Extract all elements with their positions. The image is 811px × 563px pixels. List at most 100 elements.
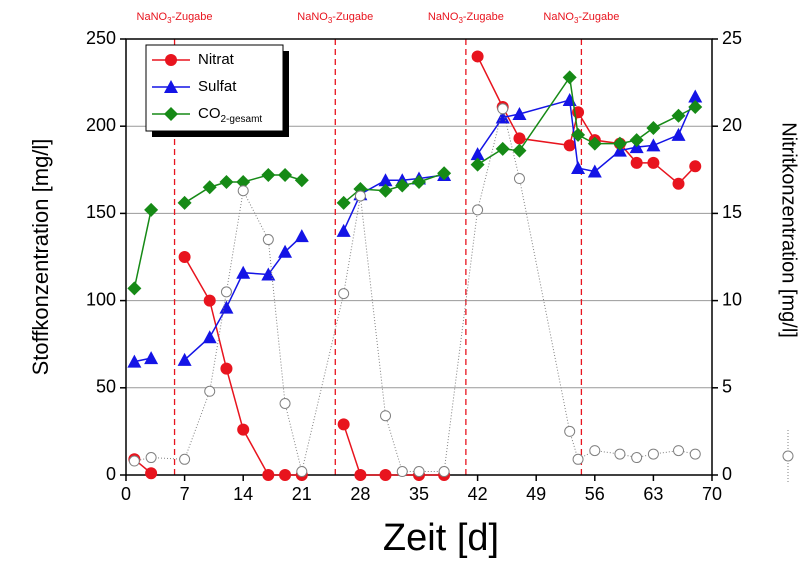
point	[646, 120, 661, 135]
annotation-part: 3	[574, 16, 579, 25]
point	[646, 138, 661, 152]
point	[672, 177, 685, 190]
point	[671, 108, 686, 123]
point	[262, 234, 274, 246]
point	[413, 466, 425, 478]
point	[495, 110, 510, 124]
point	[512, 106, 527, 120]
point	[470, 157, 485, 172]
point	[688, 100, 703, 115]
point	[219, 300, 234, 314]
x-tick-label: 56	[585, 484, 605, 504]
point	[279, 469, 292, 481]
point	[630, 156, 643, 169]
point	[237, 185, 249, 197]
point	[127, 281, 142, 296]
point	[471, 50, 484, 63]
x-tick-label: 49	[526, 484, 546, 504]
point	[354, 469, 367, 481]
y2-axis-label: Nitritkonzentration [mg/l]	[778, 122, 800, 338]
y2-tick-label: 5	[722, 377, 732, 397]
point	[177, 352, 192, 366]
point	[379, 469, 392, 481]
point	[563, 139, 576, 152]
point	[513, 173, 525, 185]
point	[495, 141, 510, 156]
x-tick-label: 14	[233, 484, 253, 504]
point	[782, 450, 794, 462]
point	[378, 173, 393, 187]
point	[128, 455, 140, 467]
point	[614, 448, 626, 460]
point	[178, 251, 191, 263]
point	[378, 183, 393, 198]
point	[689, 448, 701, 460]
annotation-part: -Zugabe	[578, 11, 619, 23]
point	[144, 351, 159, 365]
point	[220, 362, 233, 375]
y-tick-label: 100	[86, 289, 116, 309]
point	[647, 448, 659, 460]
annotation-label: NaNO3-Zugabe	[428, 11, 504, 25]
x-tick-label: 35	[409, 484, 429, 504]
point	[497, 103, 509, 115]
point	[262, 469, 275, 481]
point	[294, 229, 309, 243]
point	[513, 132, 526, 145]
point	[572, 453, 584, 465]
point	[671, 127, 686, 141]
point	[236, 175, 251, 190]
annotation-label: NaNO3-Zugabe	[297, 11, 373, 25]
point	[564, 425, 576, 437]
point	[689, 160, 702, 173]
y2-tick-label: 20	[722, 115, 742, 135]
point	[571, 161, 586, 175]
point	[236, 265, 251, 279]
point	[202, 330, 217, 344]
x-tick-label: 21	[292, 484, 312, 504]
annotation-part: -Zugabe	[463, 11, 504, 23]
point	[202, 180, 217, 195]
y-tick-label: 200	[86, 115, 116, 135]
point	[612, 136, 627, 151]
annotation-part: NaNO	[297, 11, 328, 23]
x-tick-label: 0	[121, 484, 131, 504]
point	[562, 93, 577, 107]
point	[395, 178, 410, 193]
point	[261, 168, 276, 183]
x-tick-label: 63	[643, 484, 663, 504]
y-tick-label: 150	[86, 202, 116, 222]
y2-tick-label: 0	[722, 464, 732, 484]
legend-label: Nitrat	[198, 51, 235, 68]
y-tick-label: 0	[106, 464, 116, 484]
x-tick-label: 7	[180, 484, 190, 504]
y-tick-label: 250	[86, 28, 116, 48]
y2-tick-label: 10	[722, 289, 742, 309]
point	[338, 288, 350, 300]
point	[336, 223, 351, 237]
point	[278, 244, 293, 258]
legend-part: CO	[198, 105, 221, 122]
x-tick-label: 42	[468, 484, 488, 504]
annotation-part: NaNO	[428, 11, 459, 23]
point	[688, 89, 703, 103]
point	[587, 136, 602, 151]
point	[164, 80, 178, 93]
point	[631, 452, 643, 464]
point	[177, 195, 192, 210]
point	[204, 385, 216, 397]
legend-label: CO2-gesamt	[198, 105, 262, 125]
point	[279, 397, 291, 409]
y-tick-label: 50	[96, 377, 116, 397]
x-axis-label: Zeit [d]	[383, 517, 499, 559]
point	[144, 202, 159, 217]
point	[337, 418, 350, 431]
annotation-part: 3	[328, 16, 333, 25]
point	[278, 168, 293, 183]
point	[164, 107, 178, 121]
point	[647, 156, 660, 169]
legend-label: Sulfat	[198, 78, 237, 95]
point	[472, 204, 484, 216]
y2-tick-label: 15	[722, 202, 742, 222]
